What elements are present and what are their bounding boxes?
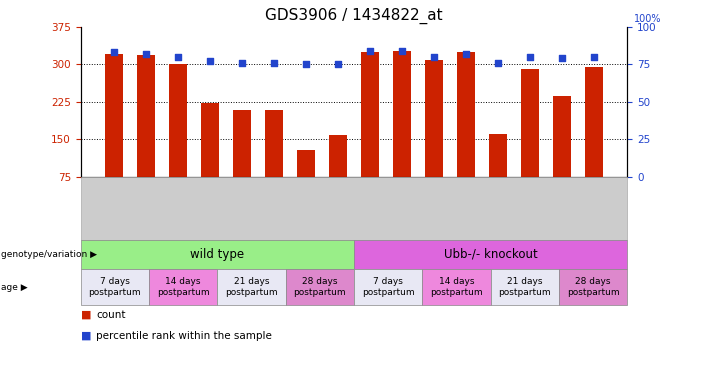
Bar xyxy=(489,134,507,177)
Point xyxy=(524,54,536,60)
Text: Ubb-/- knockout: Ubb-/- knockout xyxy=(444,248,538,261)
Point xyxy=(141,51,152,57)
Text: 7 days
postpartum: 7 days postpartum xyxy=(362,277,414,297)
Text: 100%: 100% xyxy=(634,14,662,24)
Bar xyxy=(297,150,315,177)
Point xyxy=(236,60,247,66)
Bar xyxy=(425,60,443,177)
Point xyxy=(461,51,472,57)
Point xyxy=(588,54,599,60)
Point xyxy=(365,48,376,54)
Bar xyxy=(105,55,123,177)
Text: ■: ■ xyxy=(81,331,91,341)
Bar xyxy=(553,96,571,177)
Point xyxy=(109,49,120,55)
Bar xyxy=(361,52,379,177)
Text: ■: ■ xyxy=(81,310,91,320)
Bar xyxy=(137,55,155,177)
Text: 28 days
postpartum: 28 days postpartum xyxy=(294,277,346,297)
Bar xyxy=(201,103,219,177)
Text: age ▶: age ▶ xyxy=(1,283,27,291)
Point xyxy=(396,48,407,54)
Text: 28 days
postpartum: 28 days postpartum xyxy=(567,277,620,297)
Point xyxy=(205,58,216,65)
Bar xyxy=(329,135,347,177)
Text: 21 days
postpartum: 21 days postpartum xyxy=(498,277,551,297)
Point xyxy=(332,61,343,68)
Text: wild type: wild type xyxy=(190,248,245,261)
Bar xyxy=(393,51,411,177)
Title: GDS3906 / 1434822_at: GDS3906 / 1434822_at xyxy=(265,8,443,24)
Text: 21 days
postpartum: 21 days postpartum xyxy=(225,277,278,297)
Bar xyxy=(585,67,603,177)
Point xyxy=(172,54,184,60)
Text: 14 days
postpartum: 14 days postpartum xyxy=(430,277,483,297)
Text: 7 days
postpartum: 7 days postpartum xyxy=(88,277,141,297)
Text: genotype/variation ▶: genotype/variation ▶ xyxy=(1,250,97,259)
Point xyxy=(492,60,503,66)
Bar xyxy=(457,52,475,177)
Point xyxy=(556,55,567,61)
Bar xyxy=(170,64,187,177)
Bar xyxy=(521,70,538,177)
Text: count: count xyxy=(96,310,125,320)
Text: percentile rank within the sample: percentile rank within the sample xyxy=(96,331,272,341)
Bar xyxy=(265,110,283,177)
Bar xyxy=(233,110,251,177)
Point xyxy=(268,60,280,66)
Point xyxy=(428,54,440,60)
Point xyxy=(301,61,312,68)
Text: 14 days
postpartum: 14 days postpartum xyxy=(157,277,210,297)
